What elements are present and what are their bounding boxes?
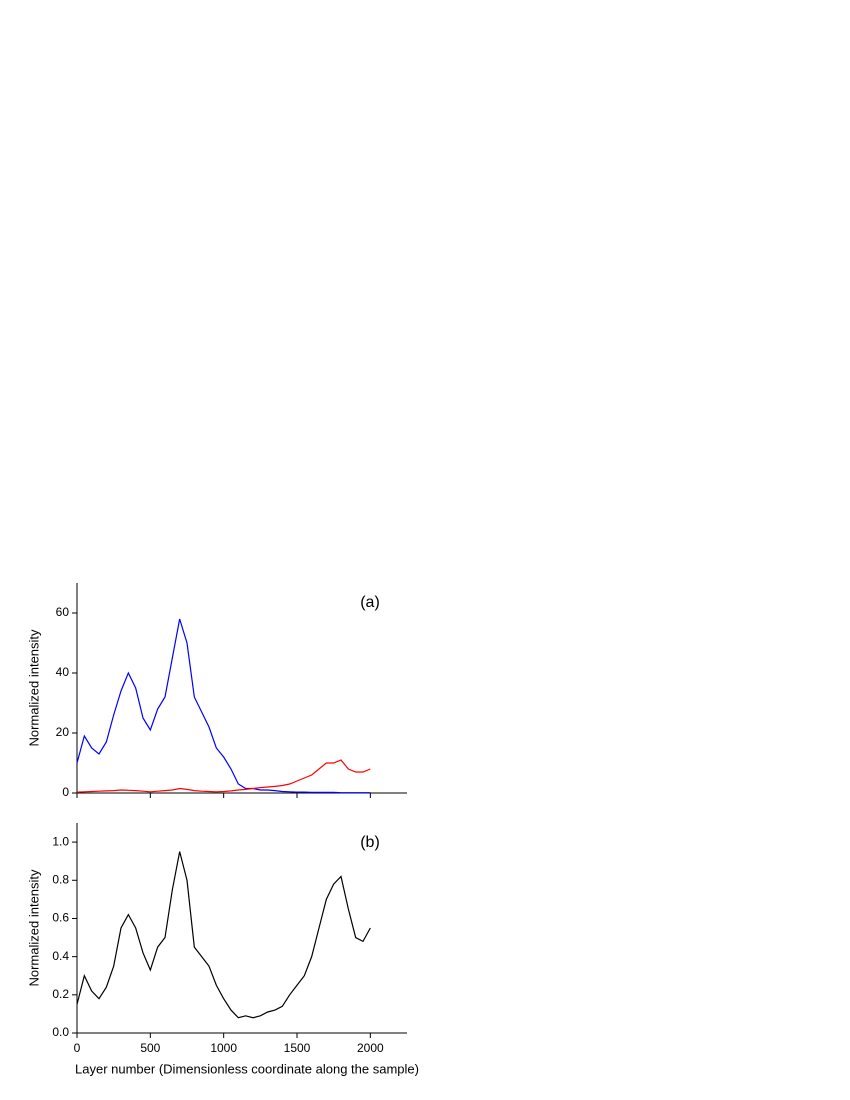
x-tick-label: 500 — [140, 1041, 160, 1055]
x-tick-label: 1500 — [284, 1041, 311, 1055]
y-tick-label: 20 — [56, 725, 70, 739]
data-line — [76, 759, 371, 793]
panel-label: (b) — [360, 834, 380, 851]
y-tick-label: 0.2 — [52, 987, 69, 1001]
x-tick-label: 2000 — [357, 1041, 384, 1055]
y-tick-label: 40 — [56, 665, 70, 679]
x-axis-label: Layer number (Dimensionless coordinate a… — [75, 1061, 419, 1076]
y-tick-label: 0 — [62, 785, 69, 799]
data-line — [76, 851, 371, 1019]
y-tick-label: 0.0 — [52, 1025, 69, 1039]
y-tick-label: 0.6 — [52, 911, 69, 925]
panel-label: (a) — [360, 594, 380, 611]
y-tick-label: 0.8 — [52, 872, 69, 886]
x-tick-label: 0 — [74, 1041, 81, 1055]
x-tick-label: 1000 — [210, 1041, 237, 1055]
y-tick-label: 1.0 — [52, 834, 69, 848]
y-tick-label: 0.4 — [52, 949, 69, 963]
y-tick-label: 60 — [56, 605, 70, 619]
data-line — [76, 618, 371, 794]
y-axis-label: Normalized intensity — [26, 869, 41, 987]
y-axis-label: Normalized intensity — [26, 629, 41, 747]
